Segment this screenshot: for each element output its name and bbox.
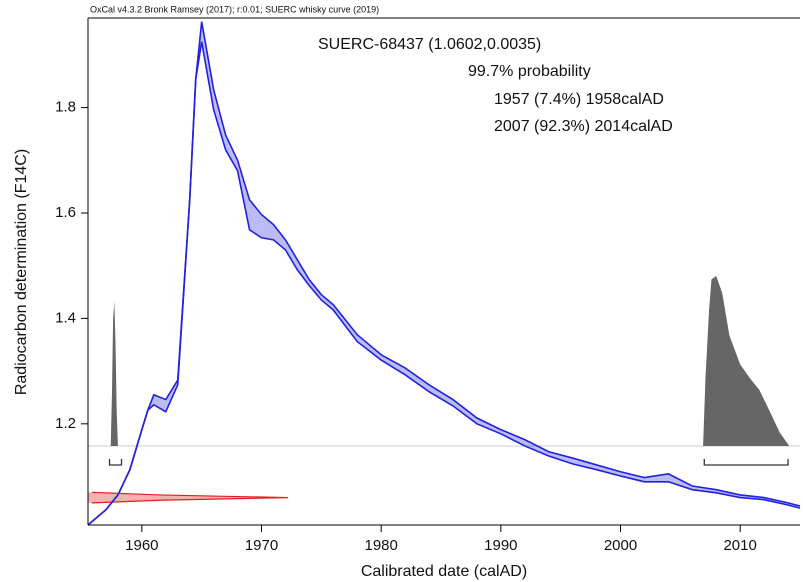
posterior-density bbox=[703, 276, 790, 446]
measurement-area bbox=[88, 492, 288, 503]
measurement-density bbox=[91, 491, 289, 504]
annotation: 1957 (7.4%) 1958calAD bbox=[494, 91, 664, 108]
curve-lower bbox=[87, 41, 801, 526]
annotation: 99.7% probability bbox=[468, 63, 591, 80]
x-axis-label: Calibrated date (calAD) bbox=[361, 563, 527, 580]
x-tick-label: 1960 bbox=[125, 537, 158, 554]
header: OxCal v4.3.2 Bronk Ramsey (2017); r:0.01… bbox=[90, 4, 379, 14]
range-bracket bbox=[703, 459, 789, 466]
y-tick-label: 1.8 bbox=[55, 99, 76, 116]
y-tick-label: 1.4 bbox=[55, 309, 76, 326]
annotation: 2007 (92.3%) 2014calAD bbox=[494, 118, 673, 135]
x-tick-label: 2000 bbox=[604, 537, 637, 554]
y-tick-label: 1.6 bbox=[55, 204, 76, 221]
posterior-density bbox=[110, 301, 118, 446]
y-tick-label: 1.2 bbox=[55, 415, 76, 432]
x-tick-label: 1990 bbox=[484, 537, 517, 554]
range-bracket bbox=[108, 459, 123, 466]
annotation: SUERC-68437 (1.0602,0.0035) bbox=[318, 36, 541, 53]
x-tick-label: 2010 bbox=[723, 537, 756, 554]
curve-upper bbox=[87, 21, 801, 526]
x-tick-label: 1970 bbox=[245, 537, 278, 554]
x-tick-label: 1980 bbox=[364, 537, 397, 554]
y-axis-label: Radiocarbon determination (F14C) bbox=[13, 149, 30, 395]
